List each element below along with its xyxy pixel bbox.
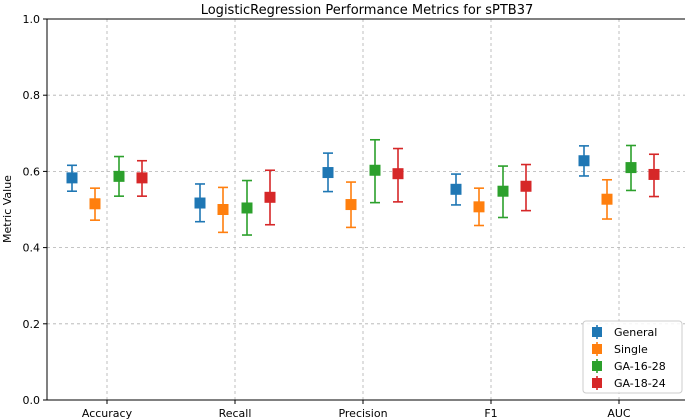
data-point <box>473 201 485 213</box>
legend-label: GA-18-24 <box>614 377 666 390</box>
data-point <box>113 170 125 182</box>
data-point <box>392 168 404 180</box>
legend-marker <box>592 378 602 388</box>
chart-title: LogisticRegression Performance Metrics f… <box>201 3 534 18</box>
data-point <box>578 155 590 167</box>
y-tick-label: 0.2 <box>23 318 41 331</box>
legend-marker <box>592 361 602 371</box>
x-tick-label: Accuracy <box>82 407 133 420</box>
data-point <box>450 183 462 195</box>
data-point <box>322 167 334 179</box>
x-tick-label: Recall <box>219 407 252 420</box>
legend: General Single GA-16-28 GA-18-24 <box>582 320 683 394</box>
data-point <box>369 164 381 176</box>
data-point <box>241 202 253 214</box>
data-point <box>601 193 613 205</box>
y-axis: 0.0 0.2 0.4 0.6 0.8 1.0 <box>23 13 47 407</box>
x-tick-label: F1 <box>484 407 497 420</box>
data-point <box>89 198 101 210</box>
data-point <box>497 185 509 197</box>
y-tick-label: 0.8 <box>23 89 41 102</box>
x-tick-label: AUC <box>607 407 631 420</box>
data-point <box>264 191 276 203</box>
legend-box <box>582 320 683 394</box>
data-point <box>520 180 532 192</box>
y-tick-label: 1.0 <box>23 13 41 26</box>
y-axis-label: Metric Value <box>1 175 14 243</box>
legend-label: GA-16-28 <box>614 360 666 373</box>
data-point <box>345 199 357 211</box>
plot-frame <box>46 18 685 401</box>
plot-area <box>66 138 660 236</box>
legend-marker <box>592 344 602 354</box>
y-tick-label: 0.0 <box>23 394 41 407</box>
data-point <box>217 204 229 215</box>
x-tick-label: Precision <box>338 407 387 420</box>
legend-marker <box>592 327 602 337</box>
y-tick-label: 0.4 <box>23 242 41 255</box>
legend-label: Single <box>614 343 648 356</box>
legend-label: General <box>614 326 657 339</box>
data-point <box>66 172 78 184</box>
data-point <box>625 162 637 174</box>
data-point <box>648 168 660 180</box>
data-point <box>194 197 206 209</box>
x-axis: Accuracy Recall Precision F1 AUC <box>82 400 631 420</box>
data-point <box>136 172 148 184</box>
y-tick-label: 0.6 <box>23 165 41 178</box>
